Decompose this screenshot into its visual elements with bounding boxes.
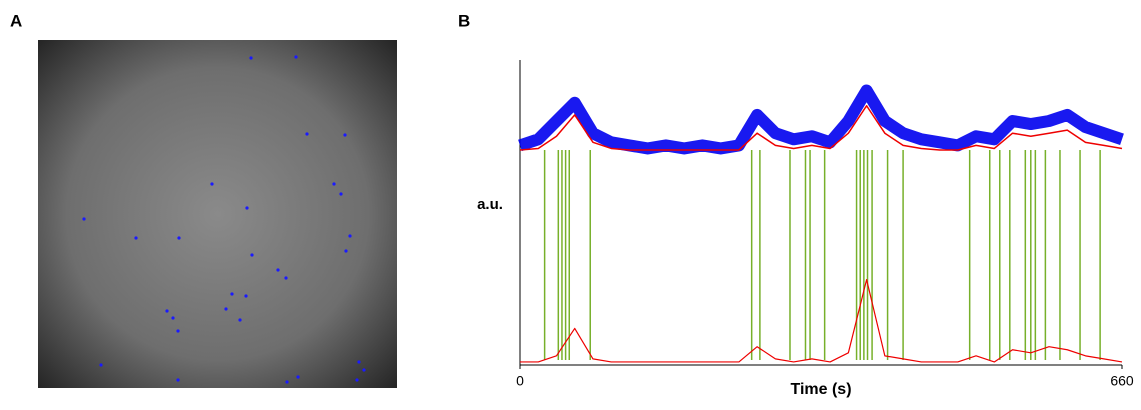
trace [518, 84, 1124, 155]
panel-label: B [458, 11, 470, 30]
x-tick-label: 660 [1110, 373, 1134, 389]
trace [519, 105, 1123, 151]
microscopy-image [38, 40, 397, 388]
trace [520, 279, 1123, 363]
x-tick-label: 0 [516, 373, 524, 389]
x-axis-label: Time (s) [790, 381, 851, 398]
roi-dots [82, 55, 366, 384]
y-axis-label: a.u. [477, 196, 503, 213]
panel-label: A [10, 11, 22, 30]
